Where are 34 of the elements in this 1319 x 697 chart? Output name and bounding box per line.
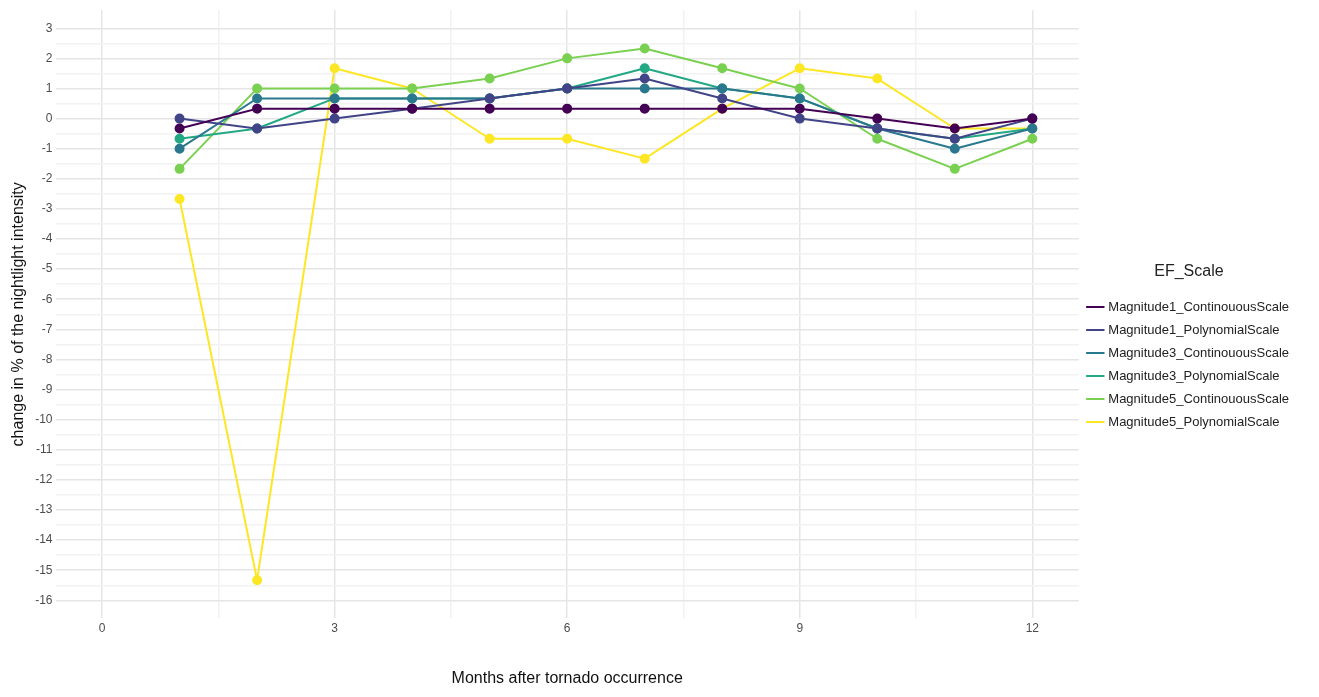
x-tick-label: 12 — [1025, 620, 1040, 635]
y-tick-label: -11 — [36, 442, 53, 457]
y-tick-label: -13 — [35, 502, 53, 517]
legend-label: Magnitude5_PolynomialScale — [1108, 413, 1280, 429]
x-tick-label: 3 — [331, 620, 339, 635]
y-tick-label: -9 — [41, 381, 53, 396]
y-tick-label: 3 — [45, 20, 53, 35]
legend-label: Magnitude1_ContinouousScale — [1108, 298, 1289, 314]
legend-title: EF_Scale — [1154, 261, 1224, 280]
legend-label: Magnitude5_ContinouousScale — [1108, 390, 1289, 406]
y-axis-title: change in % of the nightlight intensity — [9, 182, 27, 447]
y-tick-label: -16 — [35, 592, 53, 607]
y-tick-label: -4 — [41, 231, 53, 246]
y-tick-label: -14 — [35, 532, 53, 547]
y-tick-label: -7 — [41, 321, 53, 336]
y-tick-label: 2 — [45, 50, 53, 65]
legend-label: Magnitude3_PolynomialScale — [1108, 367, 1280, 383]
y-tick-label: -12 — [35, 472, 53, 487]
y-tick-label: 1 — [45, 80, 53, 95]
y-tick-label: -5 — [41, 261, 53, 276]
y-tick-label: -1 — [41, 141, 53, 156]
x-tick-label: 6 — [563, 620, 571, 635]
y-tick-label: -8 — [41, 351, 53, 366]
y-tick-label: -2 — [41, 171, 53, 186]
y-tick-label: -10 — [35, 411, 53, 426]
x-tick-label: 0 — [98, 620, 106, 635]
legend-label: Magnitude3_ContinouousScale — [1108, 344, 1289, 360]
x-tick-label: 9 — [796, 620, 804, 635]
y-tick-label: -6 — [41, 291, 53, 306]
legend-label: Magnitude1_PolynomialScale — [1108, 321, 1280, 337]
y-tick-label: -3 — [41, 201, 53, 216]
y-tick-label: 0 — [45, 110, 53, 125]
x-axis-title: Months after tornado occurrence — [451, 668, 683, 686]
y-tick-label: -15 — [35, 562, 53, 577]
